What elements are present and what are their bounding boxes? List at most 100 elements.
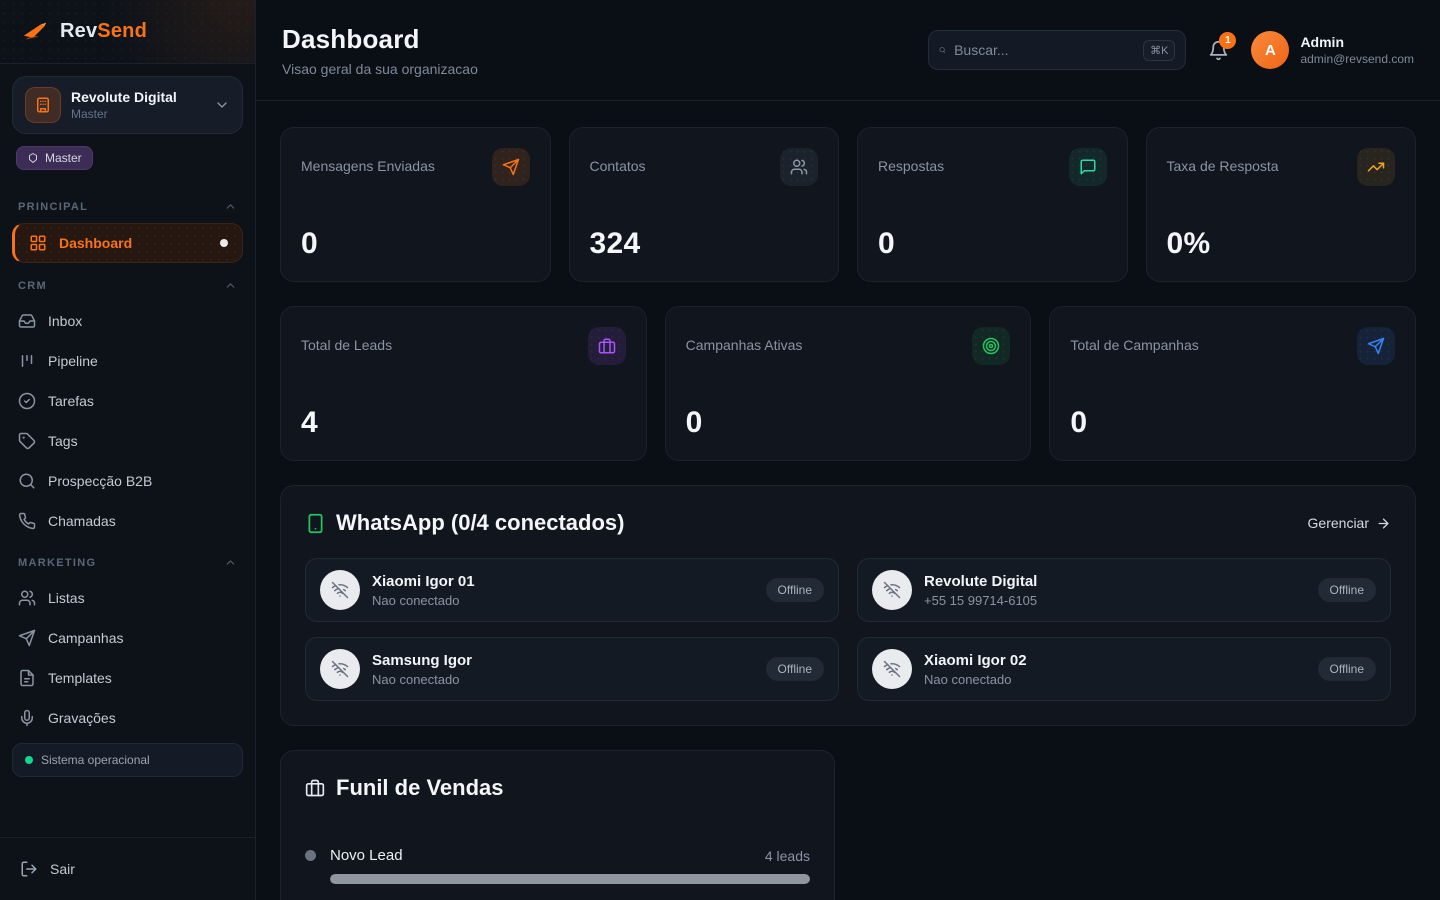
connection-card[interactable]: Xiaomi Igor 02 Nao conectado Offline <box>857 637 1391 701</box>
sidebar-item-pipeline[interactable]: Pipeline <box>0 342 255 380</box>
dashboard-content: Mensagens Enviadas 0 Contatos 324 <box>256 101 1440 900</box>
sidebar-item-label: Tarefas <box>48 393 94 409</box>
avatar: A <box>1251 31 1290 69</box>
sidebar-item-tarefas[interactable]: Tarefas <box>0 382 255 420</box>
users-icon <box>780 148 818 186</box>
stat-label: Total de Leads <box>301 337 393 353</box>
org-switcher[interactable]: Revolute Digital Master <box>12 76 243 134</box>
stage-progress-fill <box>330 874 810 884</box>
connection-card[interactable]: Samsung Igor Nao conectado Offline <box>305 637 839 701</box>
sidebar: RevSend Revolute Digital Master Master P… <box>0 0 256 900</box>
phone-icon <box>18 512 36 530</box>
kanban-icon <box>18 352 36 370</box>
arrow-right-icon <box>1378 518 1389 528</box>
sidebar-item-label: Dashboard <box>59 235 133 251</box>
briefcase-icon <box>587 327 626 365</box>
sidebar-item-campanhas[interactable]: Campanhas <box>0 619 255 657</box>
nav-section-marketing[interactable]: MARKETING <box>0 542 255 577</box>
sidebar-item-inbox[interactable]: Inbox <box>0 302 255 340</box>
sidebar-item-prospeccao-b2b[interactable]: Prospecção B2B <box>0 462 255 500</box>
crown-icon <box>29 153 37 163</box>
building-icon <box>25 87 61 123</box>
stat-value: 0 <box>878 227 895 260</box>
status-dot-icon <box>25 756 33 764</box>
connection-name: Revolute Digital <box>924 572 1038 590</box>
file-text-icon <box>18 669 36 687</box>
sidebar-item-label: Listas <box>48 590 85 606</box>
wifi-off-icon <box>320 570 360 610</box>
send-icon <box>1356 327 1395 365</box>
sidebar-item-tags[interactable]: Tags <box>0 422 255 460</box>
connection-card[interactable]: Xiaomi Igor 01 Nao conectado Offline <box>305 558 839 622</box>
chevron-up-icon <box>226 560 235 565</box>
sidebar-item-label: Inbox <box>48 313 83 329</box>
stage-name: Novo Lead <box>330 847 403 864</box>
page-subtitle: Visao geral da sua organizacao <box>282 60 478 77</box>
grid-icon <box>29 234 47 252</box>
connection-status: Nao conectado <box>924 671 1012 687</box>
sidebar-item-gravacoes[interactable]: Gravações <box>0 699 255 737</box>
stats-row-2: Total de Leads 4 Campanhas Ativas 0 <box>280 306 1416 461</box>
nav-section-principal[interactable]: PRINCIPAL <box>0 186 255 221</box>
logout-icon <box>20 860 38 878</box>
stat-card-respostas: Respostas 0 <box>857 127 1128 282</box>
connection-status: Nao conectado <box>372 671 460 687</box>
stat-value: 4 <box>301 406 318 439</box>
briefcase-icon <box>305 778 325 798</box>
page-title: Dashboard <box>282 23 420 54</box>
funnel-title: Funil de Vendas <box>336 775 504 800</box>
user-menu[interactable]: A Admin admin@revsend.com <box>1251 31 1414 69</box>
logout-label: Sair <box>50 861 75 877</box>
stat-value: 0 <box>685 406 703 439</box>
funnel-stage: Novo Lead 4 leads <box>305 847 810 884</box>
send-icon <box>491 148 530 186</box>
chevron-down-icon <box>214 97 230 113</box>
stats-row-1: Mensagens Enviadas 0 Contatos 324 <box>280 127 1416 282</box>
sidebar-item-dashboard[interactable]: Dashboard <box>12 223 243 263</box>
chevron-up-icon <box>226 204 235 209</box>
stat-card-total-de-campanhas: Total de Campanhas 0 <box>1049 306 1416 461</box>
org-role: Master <box>71 107 108 121</box>
sidebar-item-chamadas[interactable]: Chamadas <box>0 502 255 540</box>
sidebar-item-label: Pipeline <box>48 353 98 369</box>
stat-value: 0 <box>1070 406 1088 439</box>
nav-section-crm[interactable]: CRM <box>0 265 255 300</box>
stat-label: Mensagens Enviadas <box>301 158 435 174</box>
connection-card[interactable]: Revolute Digital +55 15 99714-6105 Offli… <box>857 558 1391 622</box>
inbox-icon <box>18 312 36 330</box>
users-icon <box>18 589 36 607</box>
chevron-up-icon <box>226 283 235 288</box>
target-icon <box>972 327 1011 365</box>
stat-value: 0% <box>1166 227 1211 260</box>
sidebar-item-templates[interactable]: Templates <box>0 659 255 697</box>
brand-logo: RevSend <box>0 0 255 64</box>
org-name: Revolute Digital <box>71 89 177 105</box>
search-input[interactable] <box>954 42 1136 58</box>
system-status: Sistema operacional <box>12 743 243 777</box>
microphone-icon <box>18 709 36 727</box>
stage-count: 4 leads <box>764 847 810 864</box>
notification-count-badge: 1 <box>1219 31 1237 49</box>
search-icon <box>939 47 946 53</box>
revsend-logo-icon <box>23 22 47 39</box>
master-badge-label: Master <box>45 151 82 165</box>
offline-badge: Offline <box>765 578 824 602</box>
logout-button[interactable]: Sair <box>0 852 255 886</box>
wifi-off-icon <box>320 649 360 689</box>
wifi-off-icon <box>872 570 912 610</box>
offline-badge: Offline <box>1317 657 1376 681</box>
stat-card-mensagens-enviadas: Mensagens Enviadas 0 <box>280 127 551 282</box>
check-circle-icon <box>18 392 36 410</box>
whatsapp-panel-title: WhatsApp (0/4 conectados) <box>336 510 625 535</box>
whatsapp-connections: Xiaomi Igor 01 Nao conectado Offline Rev… <box>305 558 1391 701</box>
notifications-button[interactable]: 1 <box>1208 31 1237 61</box>
stat-label: Contatos <box>589 158 646 174</box>
search-icon <box>18 472 36 490</box>
connection-name: Xiaomi Igor 02 <box>924 651 1027 669</box>
sidebar-item-listas[interactable]: Listas <box>0 579 255 617</box>
manage-whatsapp-link[interactable]: Gerenciar <box>1308 515 1391 531</box>
trending-up-icon <box>1357 148 1395 186</box>
stage-dot-icon <box>305 850 316 861</box>
wifi-off-icon <box>872 649 912 689</box>
search-box[interactable]: ⌘K <box>928 30 1187 70</box>
